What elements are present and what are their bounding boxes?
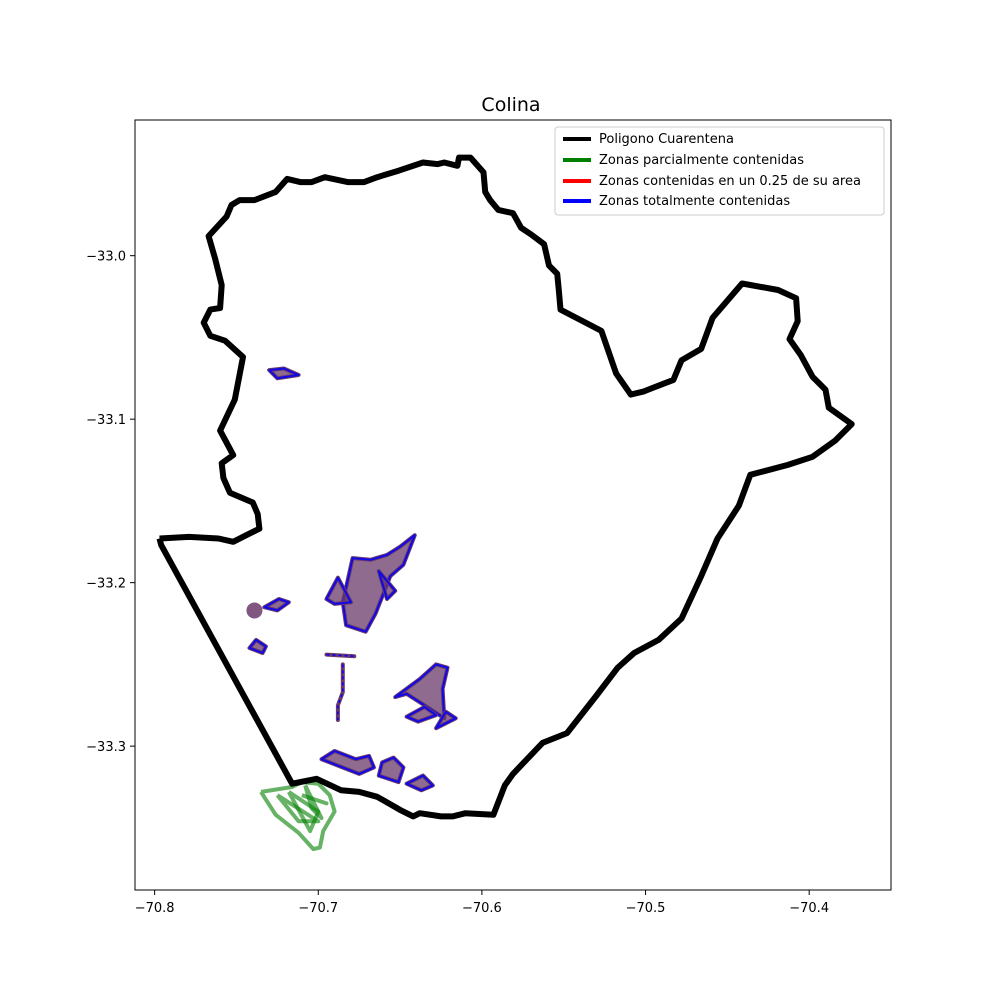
partial-zone (303, 784, 324, 821)
contained-zone-outline (268, 367, 300, 380)
axes-frame (134, 119, 892, 891)
x-tick-label: −70.8 (135, 901, 175, 916)
map-layers (156, 154, 855, 852)
legend-label-total: Zonas totalmente contenidas (599, 194, 790, 209)
x-tick-label: −70.7 (298, 901, 338, 916)
contained-zone-outline (263, 598, 290, 612)
legend-label-quarter: Zonas contenidas en un 0.25 de su area (599, 174, 861, 189)
contained-zone-outline (325, 576, 352, 605)
plot-area (135, 120, 891, 890)
contained-zone-outline (341, 534, 416, 633)
contained-zone-line-outline (337, 664, 344, 720)
partial-zone (275, 793, 321, 824)
contained-zone-outline (320, 750, 375, 775)
contained-zone-outline (377, 570, 397, 600)
legend-label-partial: Zonas parcialmente contenidas (599, 153, 804, 168)
x-tick-label: −70.5 (626, 901, 666, 916)
legend-frame (554, 126, 885, 216)
x-tick-label: −70.4 (789, 901, 829, 916)
legend-label-boundary: Poligono Cuarentena (599, 132, 734, 147)
contained-zone-line-outline (326, 653, 355, 657)
contained-zone-outline (405, 774, 434, 792)
y-tick-label: −33.1 (86, 413, 126, 428)
contained-zone-point (246, 602, 263, 619)
chart-title: Colina (481, 94, 540, 116)
contained-zone-outline (248, 638, 267, 654)
x-tick-label: −70.6 (462, 901, 502, 916)
quarantine-boundary (156, 154, 855, 820)
y-tick-label: −33.2 (86, 577, 126, 592)
contained-zone-outline (405, 705, 438, 723)
y-tick-label: −33.3 (86, 740, 126, 755)
x-axis: −70.8 −70.7 −70.6 −70.5 −70.4 (135, 890, 829, 916)
contained-zone-outline (435, 710, 457, 730)
contained-zone-outline (394, 663, 449, 720)
y-tick-label: −33.0 (86, 250, 126, 265)
contained-zone-outline (377, 756, 405, 784)
y-axis: −33.0 −33.1 −33.2 −33.3 (86, 250, 135, 755)
legend: Poligono Cuarentena Zonas parcialmente c… (554, 126, 885, 216)
